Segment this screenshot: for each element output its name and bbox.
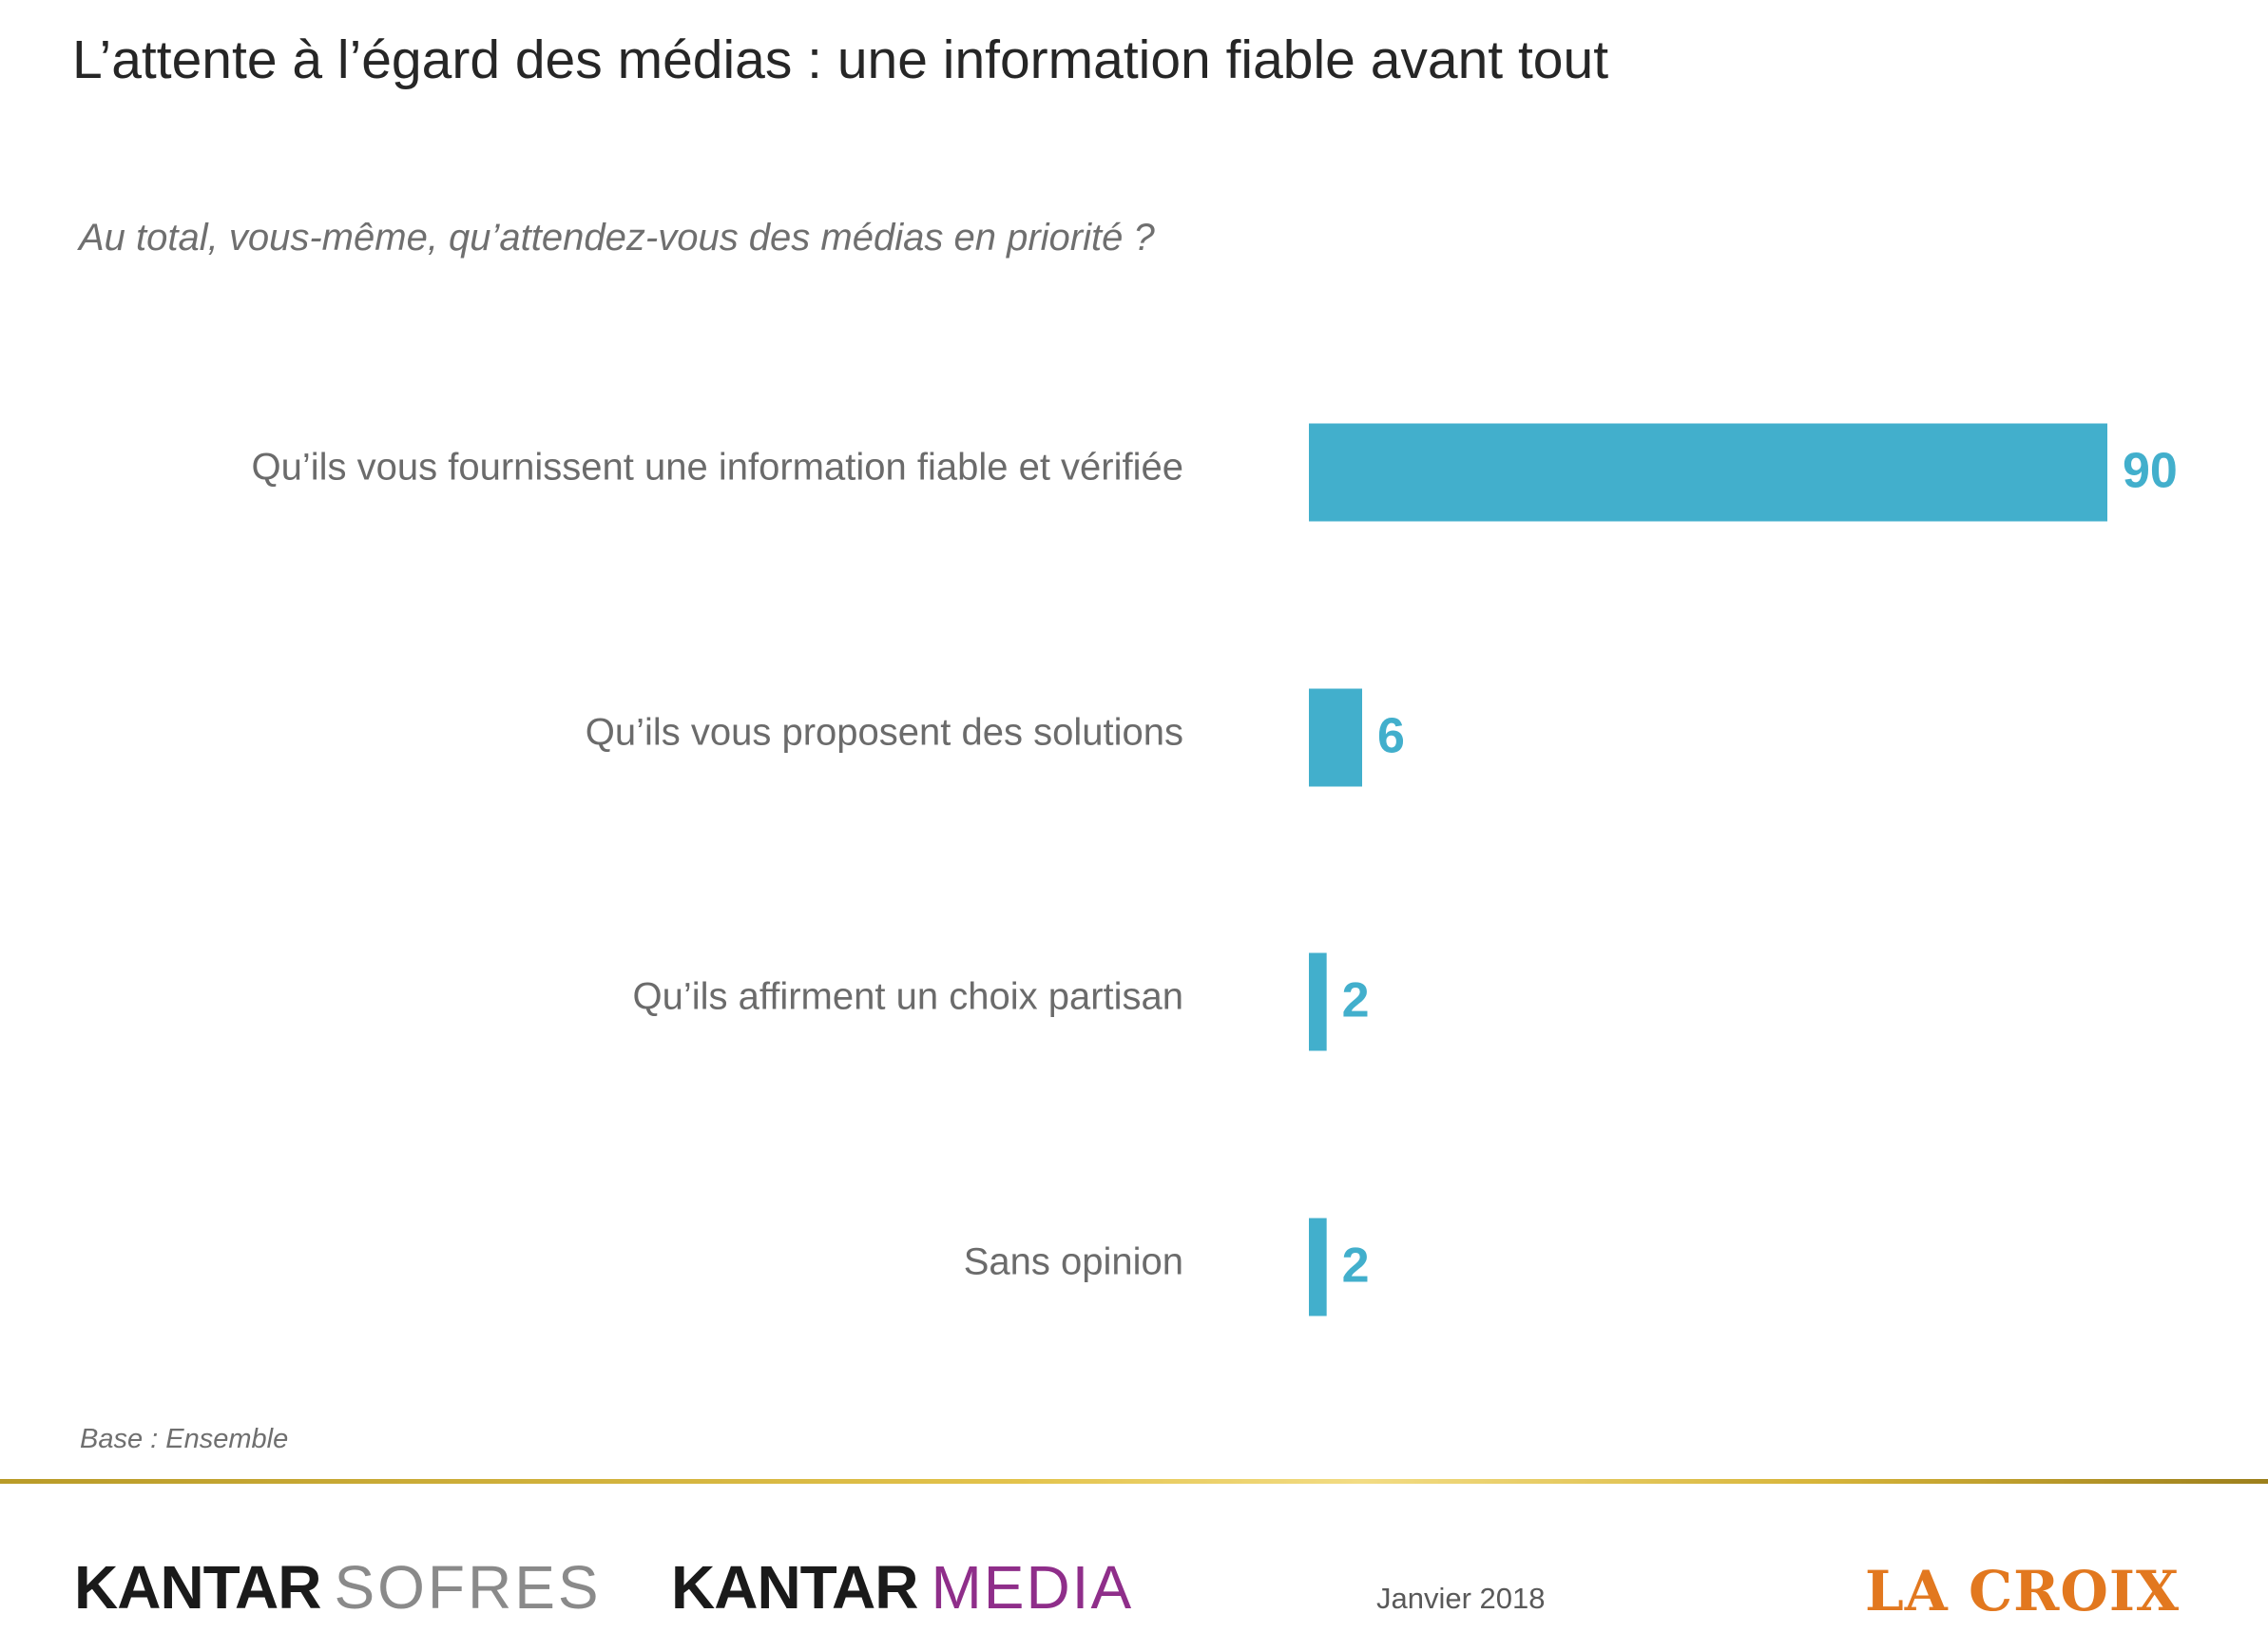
page-title: L’attente à l’égard des médias : une inf…: [72, 29, 1609, 90]
bar: [1309, 952, 1327, 1051]
kantar-sofres-logo: KANTAR SOFRES: [74, 1553, 602, 1622]
value-label: 90: [2123, 444, 2178, 499]
gold-divider: [0, 1479, 2268, 1484]
bar: [1309, 1218, 1327, 1316]
base-note: Base : Ensemble: [80, 1424, 289, 1454]
date-label: Janvier 2018: [1376, 1582, 1546, 1615]
value-label: 6: [1377, 709, 1405, 764]
bar: [1309, 688, 1362, 787]
kantar-media-logo: KANTAR MEDIA: [671, 1553, 1134, 1622]
bar-chart: Qu’ils vous fournissent une information …: [251, 423, 2178, 1316]
value-label: 2: [1342, 1239, 1370, 1294]
category-label: Qu’ils vous fournissent une information …: [251, 447, 1183, 489]
value-label: 2: [1342, 973, 1370, 1028]
chart-question: Au total, vous-même, qu’attendez-vous de…: [79, 217, 1155, 259]
la-croix-logo: LA CROIX: [1865, 1559, 2180, 1623]
category-label: Sans opinion: [964, 1241, 1183, 1283]
category-label: Qu’ils vous proposent des solutions: [586, 712, 1183, 754]
category-label: Qu’ils affirment un choix partisan: [632, 976, 1183, 1018]
bar: [1309, 423, 2107, 522]
